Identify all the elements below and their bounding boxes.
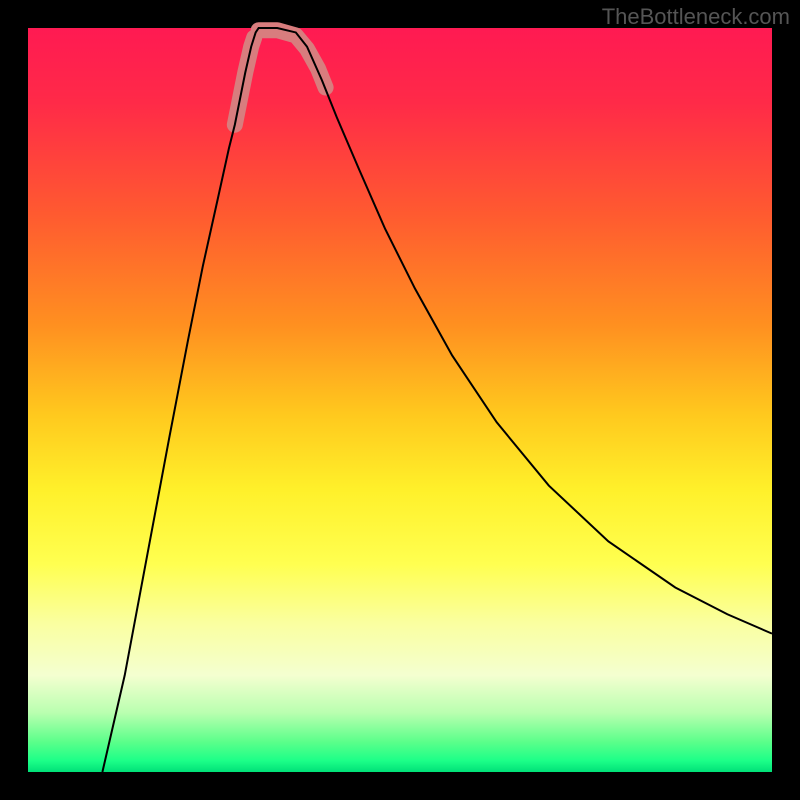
watermark-text: TheBottleneck.com bbox=[602, 4, 790, 30]
bottleneck-chart: TheBottleneck.com bbox=[0, 0, 800, 800]
plot-gradient-background bbox=[28, 28, 772, 772]
chart-svg bbox=[0, 0, 800, 800]
